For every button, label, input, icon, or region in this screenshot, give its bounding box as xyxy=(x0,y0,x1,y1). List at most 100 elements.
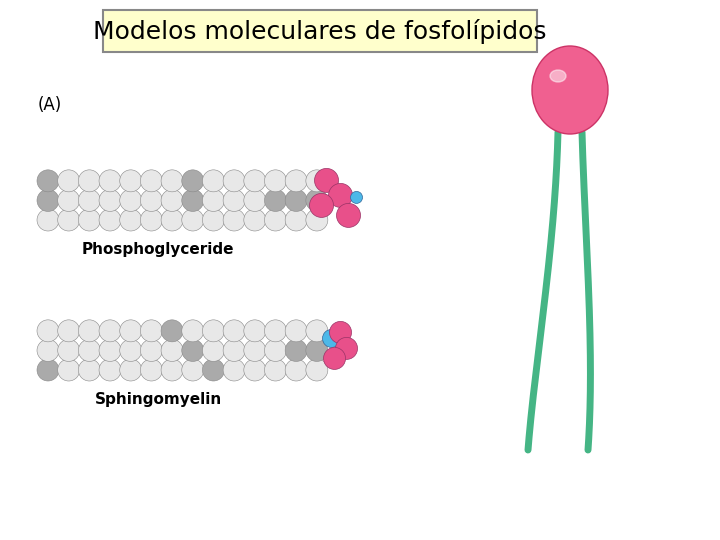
Circle shape xyxy=(285,190,307,212)
Circle shape xyxy=(78,209,100,231)
Circle shape xyxy=(244,320,266,342)
Circle shape xyxy=(323,329,341,347)
Circle shape xyxy=(264,190,287,212)
Circle shape xyxy=(78,190,100,212)
Circle shape xyxy=(202,190,225,212)
Circle shape xyxy=(202,359,225,381)
Circle shape xyxy=(285,170,307,192)
Circle shape xyxy=(264,340,287,361)
Circle shape xyxy=(120,209,142,231)
Circle shape xyxy=(120,190,142,212)
Circle shape xyxy=(99,340,121,361)
Circle shape xyxy=(120,340,142,361)
Ellipse shape xyxy=(550,70,566,82)
Circle shape xyxy=(120,170,142,192)
Circle shape xyxy=(306,320,328,342)
Circle shape xyxy=(223,320,245,342)
Text: Phosphoglyceride: Phosphoglyceride xyxy=(82,242,234,257)
Circle shape xyxy=(181,190,204,212)
Circle shape xyxy=(223,190,245,212)
Circle shape xyxy=(223,359,245,381)
Circle shape xyxy=(223,170,245,192)
Circle shape xyxy=(161,209,183,231)
Circle shape xyxy=(328,184,353,207)
Circle shape xyxy=(306,190,328,212)
Circle shape xyxy=(181,209,204,231)
Circle shape xyxy=(78,340,100,361)
FancyBboxPatch shape xyxy=(103,10,537,52)
Circle shape xyxy=(310,193,333,218)
Circle shape xyxy=(336,338,358,360)
Circle shape xyxy=(37,190,59,212)
Circle shape xyxy=(99,209,121,231)
Circle shape xyxy=(120,320,142,342)
Circle shape xyxy=(202,320,225,342)
Circle shape xyxy=(120,359,142,381)
Ellipse shape xyxy=(532,46,608,134)
Circle shape xyxy=(58,359,80,381)
Circle shape xyxy=(58,340,80,361)
Circle shape xyxy=(161,190,183,212)
Circle shape xyxy=(351,191,362,204)
Circle shape xyxy=(202,170,225,192)
Circle shape xyxy=(99,320,121,342)
Circle shape xyxy=(58,190,80,212)
Circle shape xyxy=(202,340,225,361)
Circle shape xyxy=(285,359,307,381)
Circle shape xyxy=(306,340,328,361)
Circle shape xyxy=(285,209,307,231)
Circle shape xyxy=(244,340,266,361)
Circle shape xyxy=(161,170,183,192)
Circle shape xyxy=(264,359,287,381)
Circle shape xyxy=(37,209,59,231)
Circle shape xyxy=(140,170,163,192)
Circle shape xyxy=(223,209,245,231)
Circle shape xyxy=(285,320,307,342)
Circle shape xyxy=(202,209,225,231)
Circle shape xyxy=(244,209,266,231)
Circle shape xyxy=(140,190,163,212)
Circle shape xyxy=(244,190,266,212)
Circle shape xyxy=(181,170,204,192)
Circle shape xyxy=(140,340,163,361)
Circle shape xyxy=(58,170,80,192)
Circle shape xyxy=(181,320,204,342)
Circle shape xyxy=(99,359,121,381)
Circle shape xyxy=(58,209,80,231)
Circle shape xyxy=(78,170,100,192)
Circle shape xyxy=(244,359,266,381)
Circle shape xyxy=(78,359,100,381)
Circle shape xyxy=(161,340,183,361)
Circle shape xyxy=(306,209,328,231)
Circle shape xyxy=(37,359,59,381)
Circle shape xyxy=(264,320,287,342)
Circle shape xyxy=(161,320,183,342)
Circle shape xyxy=(306,359,328,381)
Circle shape xyxy=(140,209,163,231)
Circle shape xyxy=(37,340,59,361)
Circle shape xyxy=(315,168,338,192)
Circle shape xyxy=(330,321,351,343)
Circle shape xyxy=(306,170,328,192)
Circle shape xyxy=(140,359,163,381)
Text: Sphingomyelin: Sphingomyelin xyxy=(94,392,222,407)
Circle shape xyxy=(181,359,204,381)
Circle shape xyxy=(285,340,307,361)
Circle shape xyxy=(37,320,59,342)
Circle shape xyxy=(181,340,204,361)
Circle shape xyxy=(264,170,287,192)
Text: Modelos moleculares de fosfolípidos: Modelos moleculares de fosfolípidos xyxy=(94,18,546,44)
Circle shape xyxy=(336,204,361,227)
Circle shape xyxy=(58,320,80,342)
Circle shape xyxy=(37,170,59,192)
Text: (A): (A) xyxy=(38,96,62,114)
Circle shape xyxy=(264,209,287,231)
Circle shape xyxy=(140,320,163,342)
Circle shape xyxy=(323,347,346,369)
Circle shape xyxy=(244,170,266,192)
Circle shape xyxy=(78,320,100,342)
Circle shape xyxy=(99,190,121,212)
Circle shape xyxy=(99,170,121,192)
Circle shape xyxy=(161,359,183,381)
Circle shape xyxy=(223,340,245,361)
